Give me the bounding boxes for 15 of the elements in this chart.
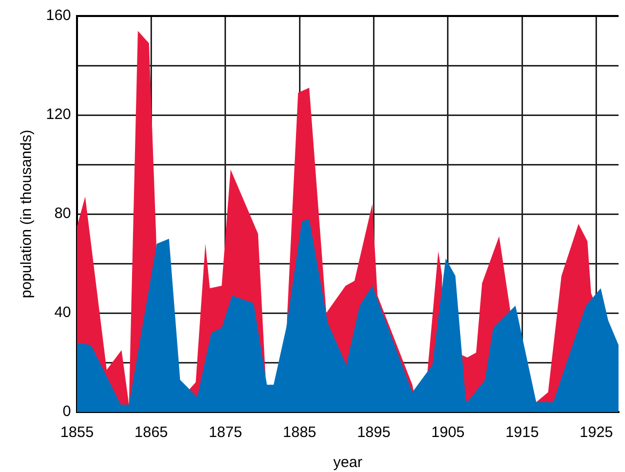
y-tick-label: 40 [54,304,72,322]
y-tick-label: 0 [62,403,72,420]
x-tick-label: 1925 [580,424,614,442]
x-tick-label: 1905 [431,424,465,442]
x-axis-title: year [333,454,362,472]
x-tick-label: 1875 [208,424,242,442]
y-tick-label: 120 [46,106,72,124]
x-tick-label: 1895 [357,424,390,442]
x-tick-label: 1865 [134,424,168,442]
y-tick-label: 80 [54,205,72,222]
y-axis-title: population (in thousands) [18,130,36,298]
y-tick-label: 160 [46,7,72,24]
x-tick-label: 1855 [60,424,94,442]
x-tick-label: 1885 [282,424,316,442]
x-tick-label: 1915 [505,424,539,442]
